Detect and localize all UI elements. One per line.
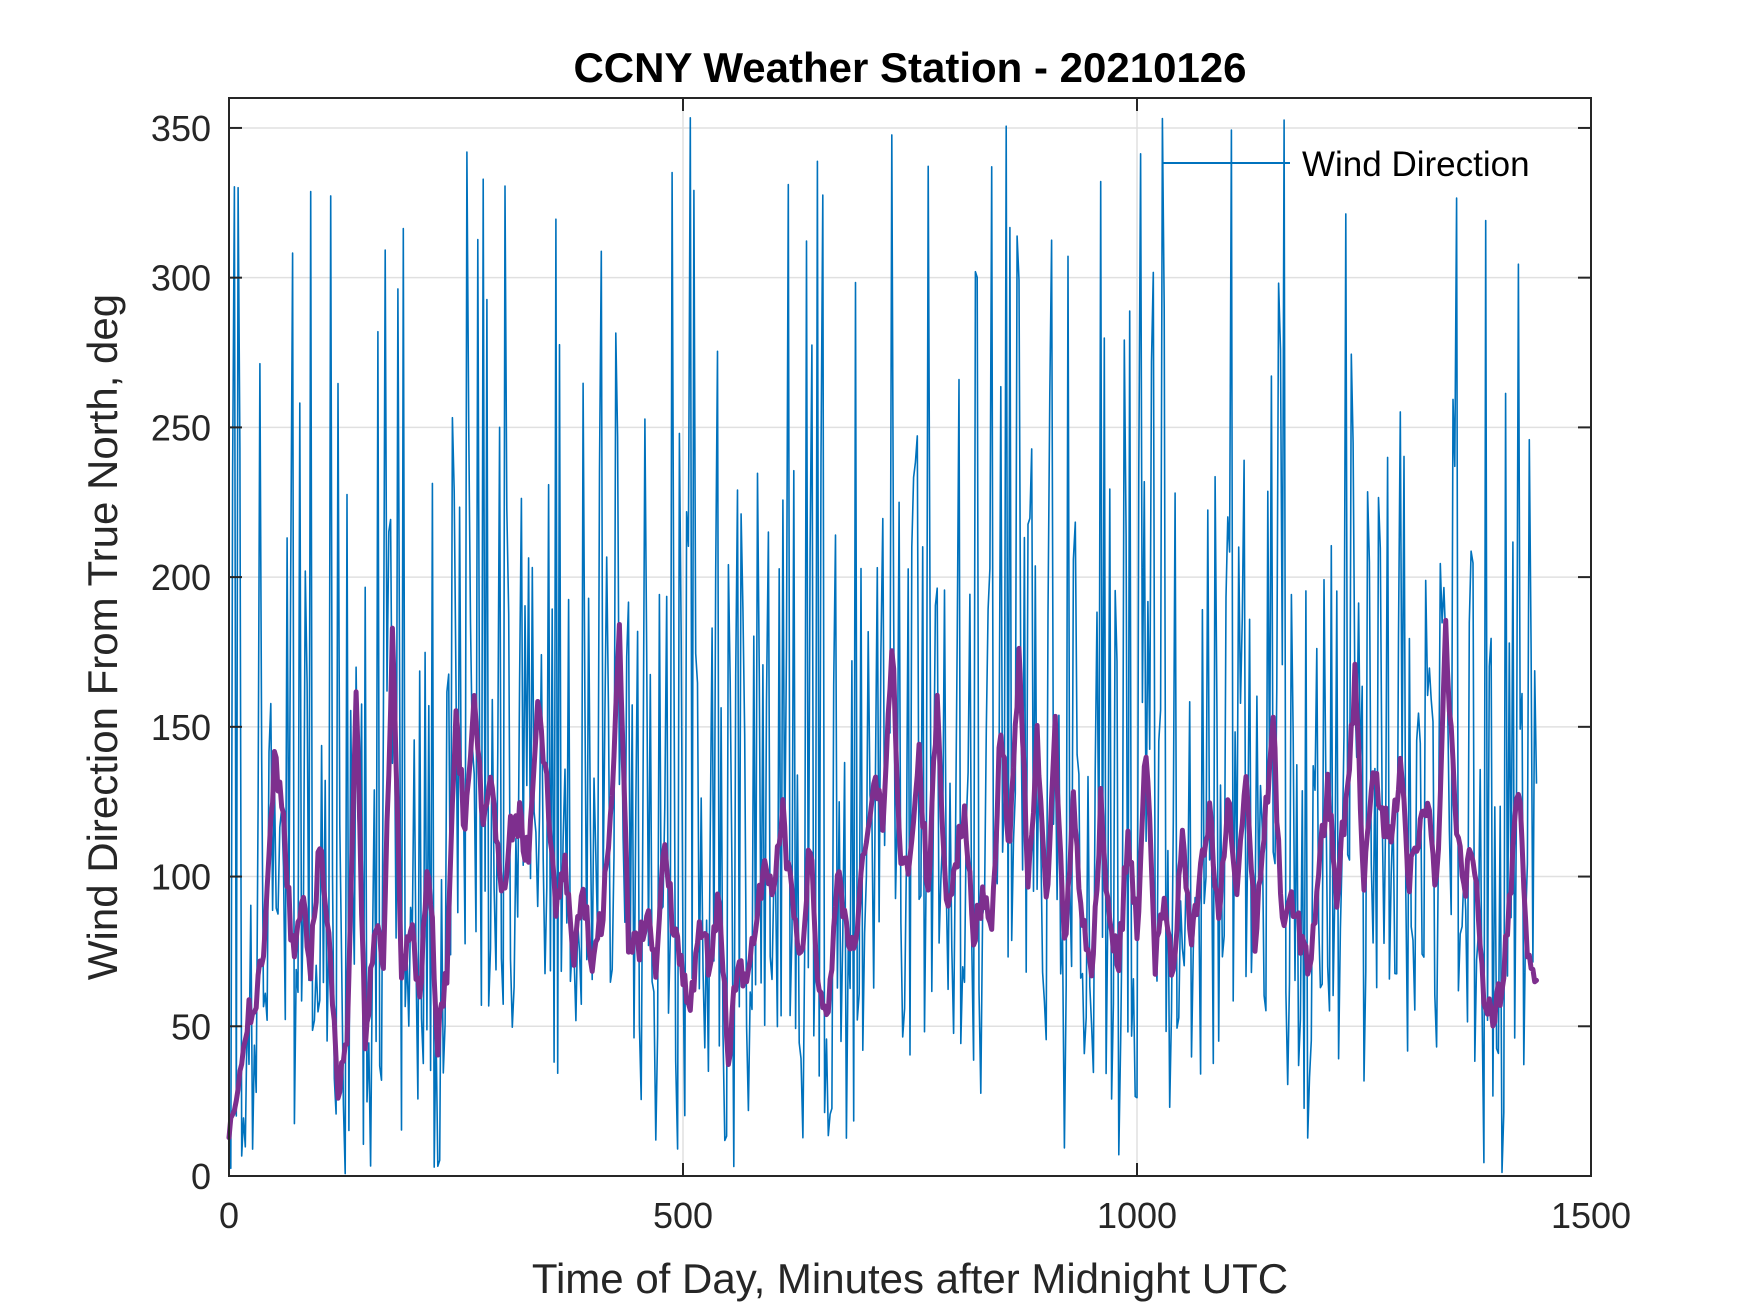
x-tick-label: 0 [219,1195,239,1236]
x-axis-label: Time of Day, Minutes after Midnight UTC [532,1255,1288,1302]
tick-marks [228,98,1592,1177]
y-tick-label: 100 [151,857,211,898]
legend-label-wind-direction: Wind Direction [1302,145,1530,184]
y-tick-label: 150 [151,707,211,748]
y-tick-label: 350 [151,108,211,149]
legend: Wind Direction [1162,145,1530,184]
wind-direction-series [228,117,1538,1175]
chart-title: CCNY Weather Station - 20210126 [573,44,1246,91]
tick-labels: 0 50 100 150 200 250 300 350 0 500 1000 1500 [151,108,1631,1236]
wind-direction-line [228,117,1538,1175]
x-tick-label: 500 [653,1195,713,1236]
y-tick-label: 250 [151,407,211,448]
x-tick-label: 1000 [1097,1195,1177,1236]
axes-box [228,97,1592,1177]
x-tick-label: 1500 [1551,1195,1631,1236]
y-tick-label: 300 [151,258,211,299]
y-axis-label: Wind Direction From True North, deg [79,294,126,980]
smoothed-series [226,617,1539,1141]
y-tick-label: 0 [191,1156,211,1197]
y-tick-label: 200 [151,557,211,598]
smoothed-line [226,617,1539,1141]
y-tick-label: 50 [171,1006,211,1047]
